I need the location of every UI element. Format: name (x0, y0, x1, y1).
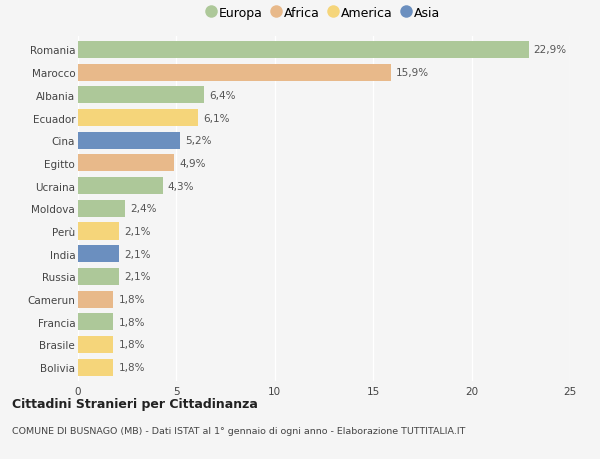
Text: 1,8%: 1,8% (118, 363, 145, 372)
Legend: Europa, Africa, America, Asia: Europa, Africa, America, Asia (203, 2, 445, 25)
Text: COMUNE DI BUSNAGO (MB) - Dati ISTAT al 1° gennaio di ogni anno - Elaborazione TU: COMUNE DI BUSNAGO (MB) - Dati ISTAT al 1… (12, 426, 466, 435)
Bar (78, 291, 113, 308)
Text: 1,8%: 1,8% (118, 294, 145, 304)
Text: 2,1%: 2,1% (124, 249, 151, 259)
Bar (78, 42, 529, 59)
Text: 6,4%: 6,4% (209, 90, 235, 101)
Bar (78, 110, 198, 127)
Bar (78, 155, 175, 172)
Bar (78, 246, 119, 263)
Text: 2,1%: 2,1% (124, 226, 151, 236)
Bar (78, 336, 113, 353)
Bar (78, 223, 119, 240)
Text: 4,9%: 4,9% (179, 158, 206, 168)
Text: 2,4%: 2,4% (130, 204, 157, 214)
Text: 22,9%: 22,9% (533, 45, 567, 55)
Text: Cittadini Stranieri per Cittadinanza: Cittadini Stranieri per Cittadinanza (12, 397, 258, 410)
Text: 1,8%: 1,8% (118, 317, 145, 327)
Bar (78, 87, 204, 104)
Text: 2,1%: 2,1% (124, 272, 151, 282)
Text: 5,2%: 5,2% (185, 136, 212, 146)
Bar (78, 313, 113, 330)
Bar (78, 64, 391, 81)
Text: 1,8%: 1,8% (118, 340, 145, 350)
Text: 15,9%: 15,9% (396, 68, 429, 78)
Text: 6,1%: 6,1% (203, 113, 229, 123)
Text: 4,3%: 4,3% (167, 181, 194, 191)
Bar (78, 200, 125, 218)
Bar (78, 269, 119, 285)
Bar (78, 178, 163, 195)
Bar (78, 132, 181, 149)
Bar (78, 359, 113, 376)
